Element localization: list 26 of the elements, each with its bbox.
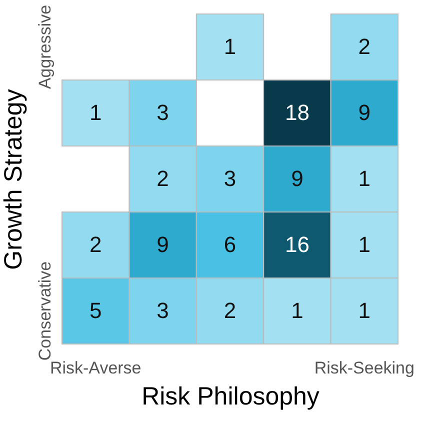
data-label: 6	[224, 232, 236, 257]
data-label: 9	[156, 232, 169, 257]
y-axis-title: Growth Strategy	[0, 88, 28, 270]
data-label: 1	[89, 100, 102, 125]
data-label: 9	[358, 100, 371, 125]
data-label: 1	[358, 298, 371, 323]
data-label: 3	[156, 100, 169, 125]
data-label: 3	[224, 166, 236, 191]
data-label: 3	[156, 298, 169, 323]
data-label: 9	[291, 166, 304, 191]
y-tick-label: Aggressive	[36, 4, 54, 90]
data-label: 2	[156, 166, 169, 191]
data-label: 5	[89, 298, 102, 323]
data-label: 2	[358, 34, 371, 59]
data-label: 1	[358, 166, 371, 191]
data-label: 1	[224, 34, 236, 59]
data-label: 16	[284, 232, 310, 257]
data-label: 2	[89, 232, 102, 257]
data-label: 1	[291, 298, 304, 323]
data-label: 2	[224, 298, 236, 323]
x-tick-label: Risk-Averse	[50, 358, 142, 378]
y-tick-label: Conservative	[36, 261, 54, 361]
data-label: 1	[358, 232, 371, 257]
x-axis-title: Risk Philosophy	[142, 382, 320, 410]
x-tick-label: Risk-Seeking	[314, 358, 414, 378]
data-label: 18	[284, 100, 310, 125]
